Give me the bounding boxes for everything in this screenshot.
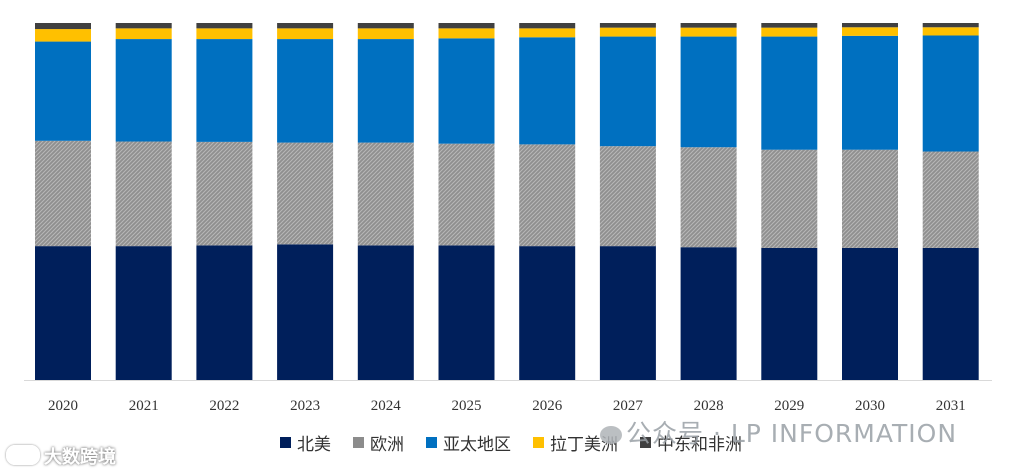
bar-2030-series-4 [842,23,898,28]
x-tick-label: 2028 [694,398,724,414]
legend-label: 北美 [297,435,331,455]
x-tick-label: 2022 [209,398,239,414]
bar-2027-series-2 [599,36,656,147]
watermark-left: 大数跨境 [6,443,116,469]
bar-2029-series-3 [761,27,818,37]
legend-label: 欧洲 [370,435,404,455]
bar-2026-series-1 [519,144,576,247]
legend-swatch [640,437,651,448]
bar-2023-series-4 [277,23,334,29]
bar-2020-series-1 [35,140,91,247]
x-tick-label: 2029 [774,398,804,414]
legend-swatch [353,437,364,448]
bar-2021-series-3 [115,28,172,40]
legend: 北美 欧洲 亚太地区 拉丁美洲 中东和非洲 [280,430,742,455]
legend-swatch [533,437,544,448]
bar-2026-series-2 [519,37,576,145]
bar-2020-series-0 [35,246,91,380]
bar-2028-series-3 [680,27,737,37]
bar-2026-series-3 [519,28,576,38]
legend-item: 北美 [280,430,331,455]
bar-2021-series-2 [115,39,172,142]
x-tick-label: 2026 [532,398,563,414]
bar-2022-series-3 [196,28,253,40]
bar-2027-series-3 [599,27,656,37]
bar-2021-series-0 [115,246,172,380]
x-tick-label: 2024 [371,398,402,414]
x-tick-label: 2025 [452,398,482,414]
bar-2030-series-0 [842,247,898,380]
bar-2021-series-4 [115,23,172,29]
bar-2031-series-2 [922,35,979,152]
x-tick-label: 2031 [936,398,966,414]
bar-2024-series-0 [357,245,414,380]
legend-item: 亚太地区 [426,430,511,455]
bar-2020-series-2 [35,41,91,141]
bar-2025-series-0 [438,245,495,380]
legend-label: 中东和非洲 [657,435,742,455]
x-tick-label: 2030 [855,398,885,414]
bar-2031-series-1 [922,151,979,248]
bar-2024-series-2 [357,39,414,143]
bars-group [35,23,979,380]
wechat-icon [600,426,622,444]
bar-2020-series-3 [35,29,91,42]
bar-2031-series-4 [922,23,979,28]
bar-2021-series-1 [115,141,172,247]
bar-2027-series-0 [599,246,656,380]
bar-2025-series-4 [438,23,495,29]
legend-item: 中东和非洲 [640,430,742,455]
bar-2031-series-0 [922,247,979,380]
bar-2022-series-4 [196,23,253,29]
legend-swatch [280,437,291,448]
bar-2025-series-2 [438,38,495,144]
bar-2030-series-3 [842,27,898,36]
bar-2025-series-3 [438,28,495,39]
bar-2026-series-4 [519,23,576,29]
bar-2024-series-4 [357,23,414,29]
bar-2028-series-1 [680,147,737,248]
legend-item: 欧洲 [353,430,404,455]
bar-2022-series-0 [196,245,253,380]
bar-2031-series-3 [922,27,979,36]
stacked-bar-chart: 2020 2021 2022 2023 2024 2025 2026 2027 2028 2029… [24,23,992,414]
watermark-right: 公众号 · LP INFORMATION [600,414,957,450]
bar-2028-series-4 [680,23,737,28]
legend-swatch [426,437,437,448]
bar-2029-series-2 [761,36,818,150]
bar-2029-series-0 [761,247,818,380]
bar-2029-series-1 [761,149,818,248]
bar-2028-series-0 [680,247,737,380]
bar-2028-series-2 [680,36,737,148]
bar-2023-series-3 [277,28,334,40]
bar-2025-series-1 [438,143,495,246]
x-tick-label: 2020 [48,398,78,414]
bar-2023-series-2 [277,39,334,143]
legend-label: 亚太地区 [443,435,511,455]
bar-2027-series-4 [599,23,656,28]
dashuju-logo-icon [6,445,40,465]
watermark-right-text: 公众号 · LP INFORMATION [626,419,958,448]
bar-2029-series-4 [761,23,818,28]
bar-2022-series-2 [196,39,253,142]
x-tick-labels: 2020 2021 2022 2023 2024 2025 2026 2027 2028 2029… [48,398,966,414]
x-tick-label: 2027 [613,398,644,414]
bar-2022-series-1 [196,141,253,246]
bar-2024-series-3 [357,28,414,40]
bar-2024-series-1 [357,142,414,246]
x-tick-label: 2021 [129,398,159,414]
bar-2026-series-0 [519,246,576,380]
bar-2030-series-2 [842,35,898,150]
watermark-left-text: 大数跨境 [44,447,116,468]
bar-2030-series-1 [842,149,898,248]
bar-2023-series-1 [277,142,334,245]
bar-2027-series-1 [599,146,656,247]
x-tick-label: 2023 [290,398,320,414]
bar-2023-series-0 [277,244,334,380]
bar-2020-series-4 [35,23,91,30]
